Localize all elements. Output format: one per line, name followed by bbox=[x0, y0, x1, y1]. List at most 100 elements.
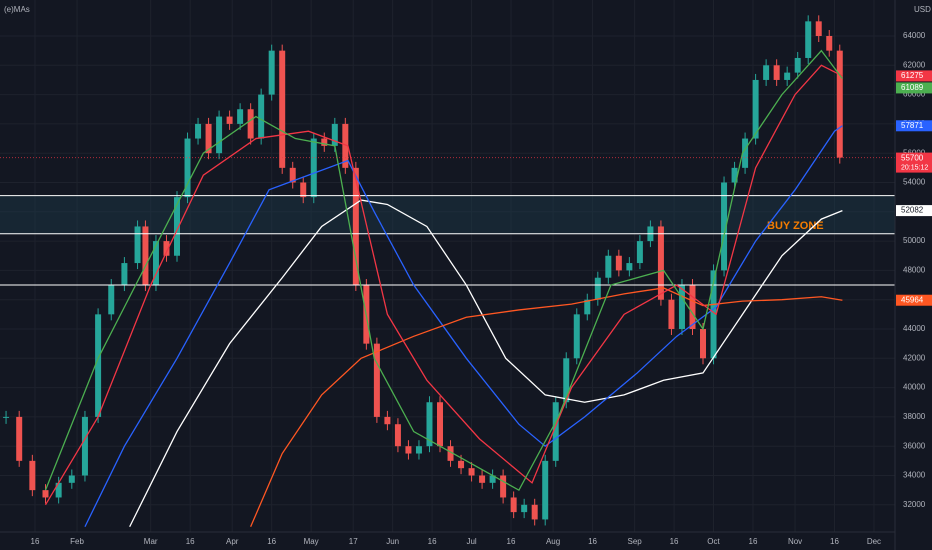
y-tick-label: 38000 bbox=[903, 412, 926, 421]
x-tick-label: 16 bbox=[830, 537, 839, 546]
candle bbox=[331, 123, 338, 146]
candle bbox=[16, 416, 23, 461]
candle bbox=[479, 475, 486, 483]
y-tick-label: 40000 bbox=[903, 383, 926, 392]
price-tag-label: 55700 bbox=[901, 154, 924, 163]
x-tick-label: 17 bbox=[349, 537, 358, 546]
candle bbox=[226, 116, 233, 124]
candle bbox=[710, 270, 717, 359]
price-tag bbox=[896, 205, 932, 217]
x-tick-label: Sep bbox=[628, 537, 643, 546]
candle bbox=[521, 504, 528, 513]
candle bbox=[542, 460, 549, 520]
candle bbox=[594, 277, 601, 300]
candle bbox=[279, 50, 286, 168]
candle bbox=[552, 402, 559, 461]
candle bbox=[321, 138, 328, 146]
moving-average bbox=[84, 125, 843, 528]
candle bbox=[721, 182, 728, 271]
chart-title: (e)MAs bbox=[4, 5, 30, 14]
price-tag bbox=[896, 70, 932, 82]
candle bbox=[500, 475, 507, 498]
candle bbox=[784, 72, 791, 80]
candle bbox=[152, 241, 159, 286]
moving-average bbox=[44, 64, 843, 506]
price-tag bbox=[896, 120, 932, 132]
x-tick-label: 16 bbox=[507, 537, 516, 546]
x-tick-label: 16 bbox=[749, 537, 758, 546]
candle bbox=[289, 167, 296, 183]
price-tag-label: 57871 bbox=[901, 121, 924, 130]
moving-average bbox=[44, 49, 843, 492]
candle bbox=[805, 21, 812, 58]
candle bbox=[3, 416, 10, 418]
buy-zone bbox=[0, 195, 895, 234]
candle bbox=[55, 482, 62, 498]
y-tick-label: 34000 bbox=[903, 471, 926, 480]
candle bbox=[468, 468, 475, 476]
candle bbox=[636, 241, 643, 264]
candle bbox=[794, 57, 801, 73]
candle bbox=[142, 226, 149, 286]
candle bbox=[489, 475, 496, 483]
price-tag-label: 45964 bbox=[901, 295, 924, 304]
x-tick-label: Feb bbox=[70, 537, 84, 546]
candle bbox=[415, 446, 422, 454]
candle bbox=[384, 416, 391, 425]
candle bbox=[657, 226, 664, 300]
y-tick-label: 36000 bbox=[903, 441, 926, 450]
candle bbox=[195, 123, 202, 139]
candle bbox=[258, 94, 265, 139]
y-tick-label: 54000 bbox=[903, 178, 926, 187]
candle bbox=[826, 35, 833, 51]
x-tick-label: Oct bbox=[707, 537, 720, 546]
candle bbox=[205, 123, 212, 154]
price-tag bbox=[896, 82, 932, 94]
candle bbox=[29, 460, 36, 491]
price-tag bbox=[896, 152, 932, 173]
candle bbox=[352, 167, 359, 286]
candle bbox=[108, 285, 115, 315]
price-tag bbox=[896, 294, 932, 306]
x-tick-label: 16 bbox=[31, 537, 40, 546]
x-tick-label: Apr bbox=[226, 537, 239, 546]
currency: USD bbox=[914, 5, 931, 14]
candle bbox=[184, 138, 191, 198]
candle bbox=[134, 226, 141, 264]
candle bbox=[573, 314, 580, 359]
candle bbox=[68, 475, 75, 483]
candle bbox=[437, 402, 444, 447]
candle bbox=[752, 79, 759, 139]
zone-label: BUY ZONE bbox=[767, 220, 824, 232]
candle bbox=[373, 343, 380, 417]
candle bbox=[773, 65, 780, 80]
y-tick-label: 50000 bbox=[903, 236, 926, 245]
candle bbox=[163, 241, 170, 256]
y-tick-label: 60000 bbox=[903, 90, 926, 99]
y-tick-label: 42000 bbox=[903, 353, 926, 362]
price-tag-label: 52082 bbox=[901, 206, 924, 215]
candle bbox=[174, 197, 181, 256]
x-tick-label: Jun bbox=[386, 537, 399, 546]
x-tick-label: 16 bbox=[186, 537, 195, 546]
candle bbox=[268, 50, 275, 95]
y-tick-label: 32000 bbox=[903, 500, 926, 509]
candle bbox=[42, 490, 49, 498]
x-tick-label: Jul bbox=[466, 537, 476, 546]
candle bbox=[300, 182, 307, 198]
candle bbox=[458, 460, 465, 469]
x-tick-label: 16 bbox=[588, 537, 597, 546]
candle bbox=[342, 123, 349, 168]
price-tag-label: 61275 bbox=[901, 71, 924, 80]
candle bbox=[605, 255, 612, 278]
moving-average bbox=[250, 287, 843, 528]
countdown-label: 20:15:12 bbox=[901, 164, 928, 171]
price-tag-label: 61089 bbox=[901, 83, 924, 92]
x-tick-label: May bbox=[304, 537, 319, 546]
candle bbox=[531, 504, 538, 520]
candle bbox=[447, 446, 454, 461]
x-tick-label: Aug bbox=[546, 537, 560, 546]
candle bbox=[247, 109, 254, 139]
